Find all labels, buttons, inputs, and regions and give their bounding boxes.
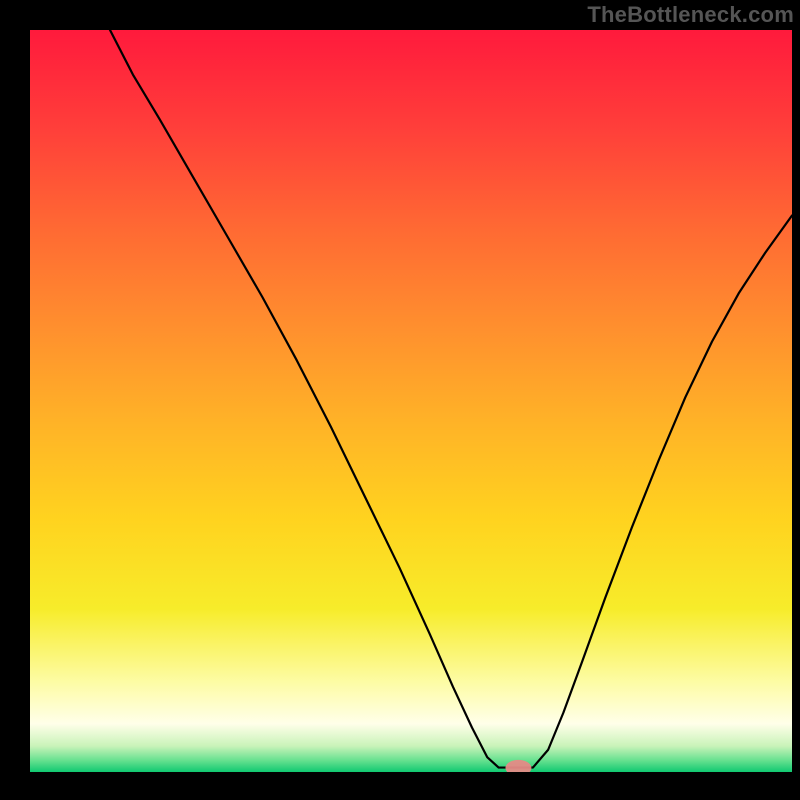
- chart-frame: TheBottleneck.com: [0, 0, 800, 800]
- chart-svg: [30, 30, 792, 772]
- watermark-text: TheBottleneck.com: [587, 2, 794, 28]
- plot-area: [30, 30, 792, 772]
